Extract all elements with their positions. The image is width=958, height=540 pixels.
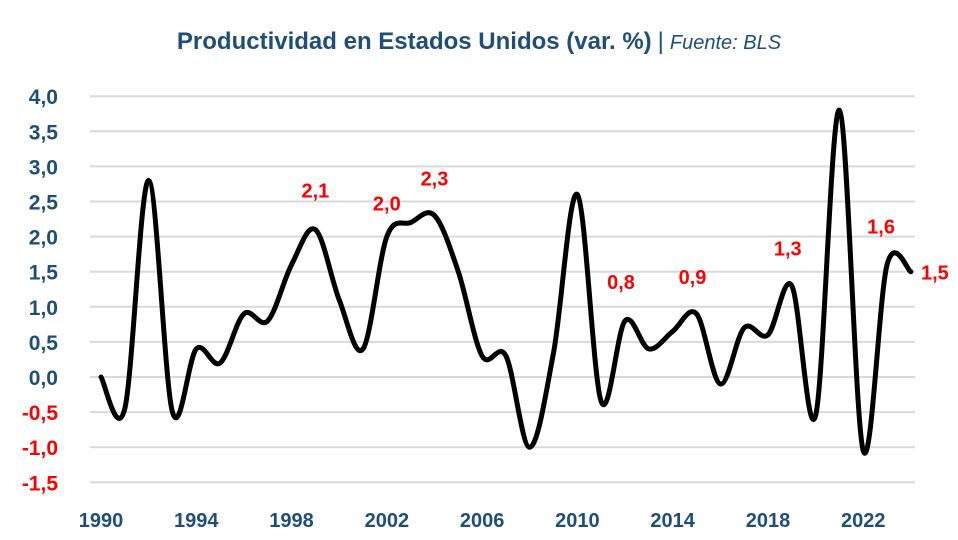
data-label: 2,3	[421, 169, 449, 191]
x-tick-label: 2014	[650, 510, 695, 532]
y-tick-label: 1,5	[29, 262, 59, 285]
x-tick-label: 1990	[79, 510, 124, 532]
y-tick-label: 0,5	[29, 332, 59, 355]
x-tick-label: 2006	[460, 510, 505, 532]
data-label: 1,3	[774, 239, 802, 261]
y-tick-label: 2,0	[29, 227, 58, 250]
x-tick-label: 2002	[365, 510, 410, 532]
data-label: 0,9	[679, 267, 707, 289]
data-label: 0,8	[607, 272, 635, 294]
y-tick-label: 3,0	[29, 156, 58, 179]
data-label: 1,6	[867, 217, 895, 239]
series-line	[98, 107, 914, 456]
y-tick-label: 3,5	[29, 121, 59, 144]
y-tick-label: -1,5	[22, 472, 59, 495]
x-tick-label: 2010	[555, 510, 600, 532]
data-label: 1,5	[921, 263, 949, 285]
title-separator: |	[657, 28, 664, 55]
y-tick-label: 4,0	[29, 86, 58, 109]
chart-title: Productividad en Estados Unidos (var. %)…	[0, 28, 958, 56]
y-tick-label: -0,5	[22, 402, 59, 425]
y-tick-label: -1,0	[22, 437, 58, 460]
y-tick-label: 1,0	[29, 297, 58, 320]
data-label: 2,1	[301, 181, 329, 203]
chart-subtitle: Fuente: BLS	[669, 32, 782, 54]
y-tick-label: 2,5	[29, 192, 59, 215]
data-label: 2,0	[373, 194, 401, 216]
x-tick-label: 2018	[746, 510, 791, 532]
x-tick-label: 1994	[174, 510, 219, 532]
x-tick-label: 2022	[841, 510, 886, 532]
y-tick-label: 0,0	[29, 367, 58, 390]
x-tick-label: 1998	[269, 510, 314, 532]
chart-title-main: Productividad en Estados Unidos (var. %)	[176, 28, 652, 55]
